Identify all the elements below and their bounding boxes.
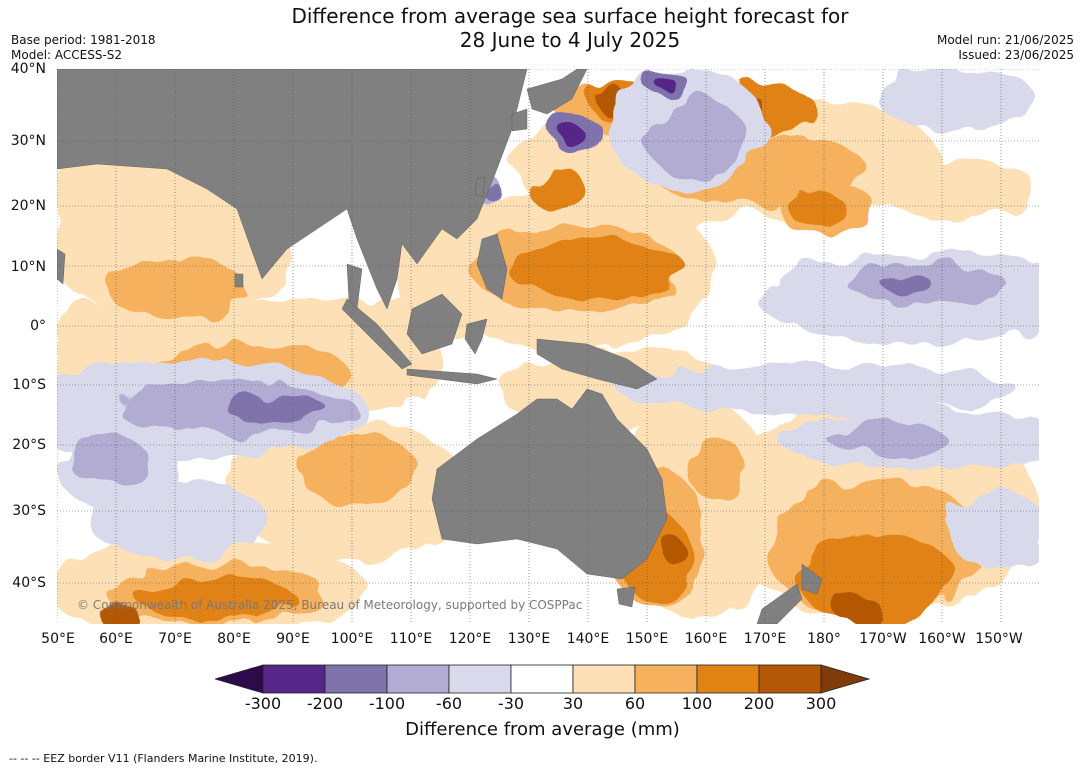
- lon-label-50e: 50°E: [41, 631, 75, 647]
- lon-label-170w: 170°W: [859, 631, 907, 647]
- lat-label-30s: 30°S: [12, 503, 46, 519]
- colorbar-bin: [758, 664, 822, 694]
- colorbar-tick: -100: [368, 694, 406, 713]
- title-line-1: Difference from average sea surface heig…: [291, 4, 849, 28]
- lon-label-80e: 80°E: [217, 631, 251, 647]
- colorbar-bin: [634, 664, 698, 694]
- colorbar-bin: [324, 664, 388, 694]
- lon-label-70e: 70°E: [158, 631, 192, 647]
- colorbar-tick: 200: [743, 694, 775, 713]
- lon-label-160w: 160°W: [918, 631, 966, 647]
- lon-label-140e: 140°E: [566, 631, 610, 647]
- land-masses: [57, 69, 823, 624]
- lon-label-90e: 90°E: [276, 631, 310, 647]
- model-run-text: Model run: 21/06/2025: [936, 33, 1074, 47]
- lon-label-180: 180°: [807, 631, 841, 647]
- meta-right: Model run: 21/06/2025 Issued: 23/06/2025: [937, 33, 1074, 63]
- copyright-notice: © Commonwealth of Australia 2025, Bureau…: [77, 598, 583, 612]
- colorbar-above-max-arrow: [820, 664, 871, 694]
- lon-label-110e: 110°E: [389, 631, 433, 647]
- colorbar-below-min-arrow: [213, 664, 264, 694]
- map-title: Difference from average sea surface heig…: [0, 4, 1085, 52]
- colorbar-bin: [572, 664, 636, 694]
- sea-surface-height-map: [57, 69, 1039, 624]
- colorbar-tick: -30: [497, 694, 525, 713]
- colorbar-tick: 60: [624, 694, 646, 713]
- colorbar-bin: [386, 664, 450, 694]
- meta-left: Base period: 1981-2018 Model: ACCESS-S2: [11, 33, 156, 63]
- map-gridlines: [57, 69, 1039, 624]
- lat-label-30n: 30°N: [10, 133, 46, 149]
- model-text: Model: ACCESS-S2: [11, 48, 123, 62]
- colorbar-bin: [262, 664, 326, 694]
- lon-label-100e: 100°E: [330, 631, 374, 647]
- lon-label-150e: 150°E: [625, 631, 669, 647]
- issued-text: Issued: 23/06/2025: [958, 48, 1074, 62]
- lat-label-20s: 20°S: [12, 437, 46, 453]
- lat-label-10s: 10°S: [12, 377, 46, 393]
- lon-label-160e: 160°E: [684, 631, 728, 647]
- lat-label-40n: 40°N: [10, 61, 46, 77]
- lon-label-130e: 130°E: [507, 631, 551, 647]
- colorbar-bin: [696, 664, 760, 694]
- colorbar: [213, 664, 871, 698]
- colorbar-tick: 100: [681, 694, 713, 713]
- title-line-2: 28 June to 4 July 2025: [459, 28, 681, 52]
- colorbar-tick: -60: [435, 694, 463, 713]
- lat-label-40s: 40°S: [12, 575, 46, 591]
- base-period-text: Base period: 1981-2018: [11, 33, 156, 47]
- lat-label-10n: 10°N: [10, 259, 46, 275]
- anomaly-contours: [57, 69, 1039, 624]
- lon-label-60e: 60°E: [99, 631, 133, 647]
- lat-label-equator: 0°: [30, 318, 46, 334]
- colorbar-tick: -200: [306, 694, 344, 713]
- lat-label-20n: 20°N: [10, 198, 46, 214]
- colorbar-tick: -300: [244, 694, 282, 713]
- eez-border-note: -- -- -- EEZ border V11 (Flanders Marine…: [9, 752, 318, 765]
- lon-label-150w: 150°W: [975, 631, 1023, 647]
- colorbar-tick: 30: [562, 694, 584, 713]
- lon-label-170e: 170°E: [743, 631, 787, 647]
- colorbar-label: Difference from average (mm): [405, 719, 680, 740]
- colorbar-bin: [448, 664, 512, 694]
- lon-label-120e: 120°E: [448, 631, 492, 647]
- colorbar-bin: [510, 664, 574, 694]
- colorbar-tick: 300: [805, 694, 837, 713]
